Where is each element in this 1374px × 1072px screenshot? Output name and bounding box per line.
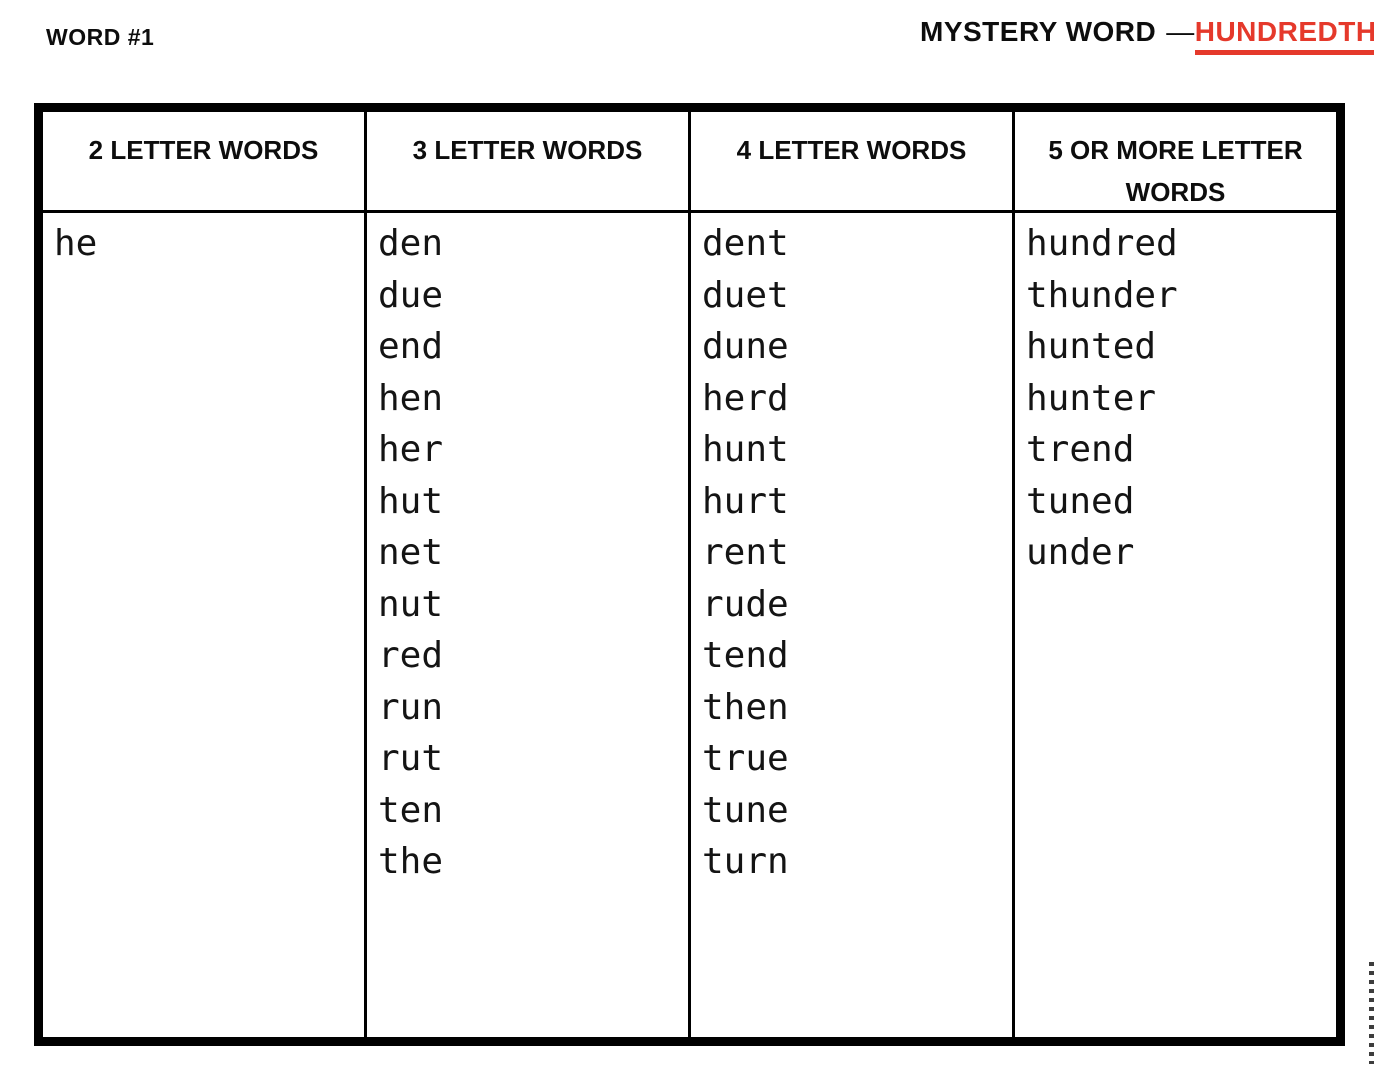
word-item: thunder (1026, 274, 1178, 316)
word-item: hen (378, 377, 444, 419)
column-header-4-letter: 4 LETTER WORDS (691, 112, 1012, 213)
word-item: rent (702, 532, 789, 573)
word-item: dune (702, 326, 789, 367)
word-item: rude (702, 583, 789, 625)
column-2-letter-words: 2 LETTER WORDS he (43, 112, 364, 1037)
column-header-3-letter: 3 LETTER WORDS (367, 112, 688, 213)
word-item: net (378, 532, 444, 573)
word-item: nut (378, 583, 444, 625)
word-item: red (378, 635, 444, 676)
column-5-plus-letter-words: 5 OR MORE LETTER WORDS hundred thunder hun… (1012, 112, 1336, 1037)
word-item: run (378, 686, 444, 728)
word-item: den (378, 223, 444, 264)
word-item: then (702, 686, 789, 728)
word-item: hunt (702, 429, 789, 470)
word-item: hunter (1026, 377, 1157, 419)
word-item: dent (702, 223, 789, 264)
word-item: hundred (1026, 223, 1178, 264)
clipped-vertical-credit-fragments (1369, 962, 1374, 1064)
word-item: hut (378, 480, 444, 522)
word-item: tend (702, 635, 789, 676)
column-header-5-plus-letter: 5 OR MORE LETTER WORDS (1015, 112, 1336, 213)
column-3-letter-words: 3 LETTER WORDS den due end hen her hut net nut r… (364, 112, 688, 1037)
mystery-word-line: MYSTERY WORD —HUNDREDTH (920, 16, 1374, 55)
mystery-word-label: MYSTERY WORD (920, 16, 1157, 47)
word-item: under (1026, 532, 1135, 573)
word-item: he (54, 223, 98, 264)
word-item: due (378, 274, 444, 316)
word-item: duet (702, 274, 789, 316)
column-4-letter-words: 4 LETTER WORDS dent duet dune herd hunt hurt r… (688, 112, 1012, 1037)
word-item: rut (378, 738, 444, 779)
word-item: tuned (1026, 480, 1135, 522)
word-item: trend (1026, 429, 1135, 470)
word-item: hunted (1026, 326, 1157, 367)
mystery-word-dash: — (1166, 16, 1195, 47)
word-list-3-letter: den due end hen her hut net nut red run rut ten the (367, 213, 688, 1037)
word-item: true (702, 738, 789, 779)
word-list-4-letter: dent duet dune herd hunt hurt rent rude tend then… (691, 213, 1012, 1037)
word-number-label: WORD #1 (46, 24, 155, 50)
word-item: tune (702, 789, 789, 831)
word-item: hurt (702, 480, 789, 522)
word-sort-table: 2 LETTER WORDS he 3 LETTER WORDS den due e… (34, 103, 1345, 1046)
word-list-5-plus-letter: hundred thunder hunted hunter trend tuned unde… (1015, 213, 1336, 1037)
word-item: herd (702, 377, 789, 419)
word-item: end (378, 326, 444, 367)
column-header-2-letter: 2 LETTER WORDS (43, 112, 364, 213)
word-list-2-letter: he (43, 213, 364, 1037)
word-item: turn (702, 841, 789, 882)
word-item: her (378, 429, 444, 470)
word-item: ten (378, 789, 444, 831)
word-item: the (378, 841, 444, 882)
mystery-word-answer: HUNDREDTH (1194, 16, 1374, 55)
